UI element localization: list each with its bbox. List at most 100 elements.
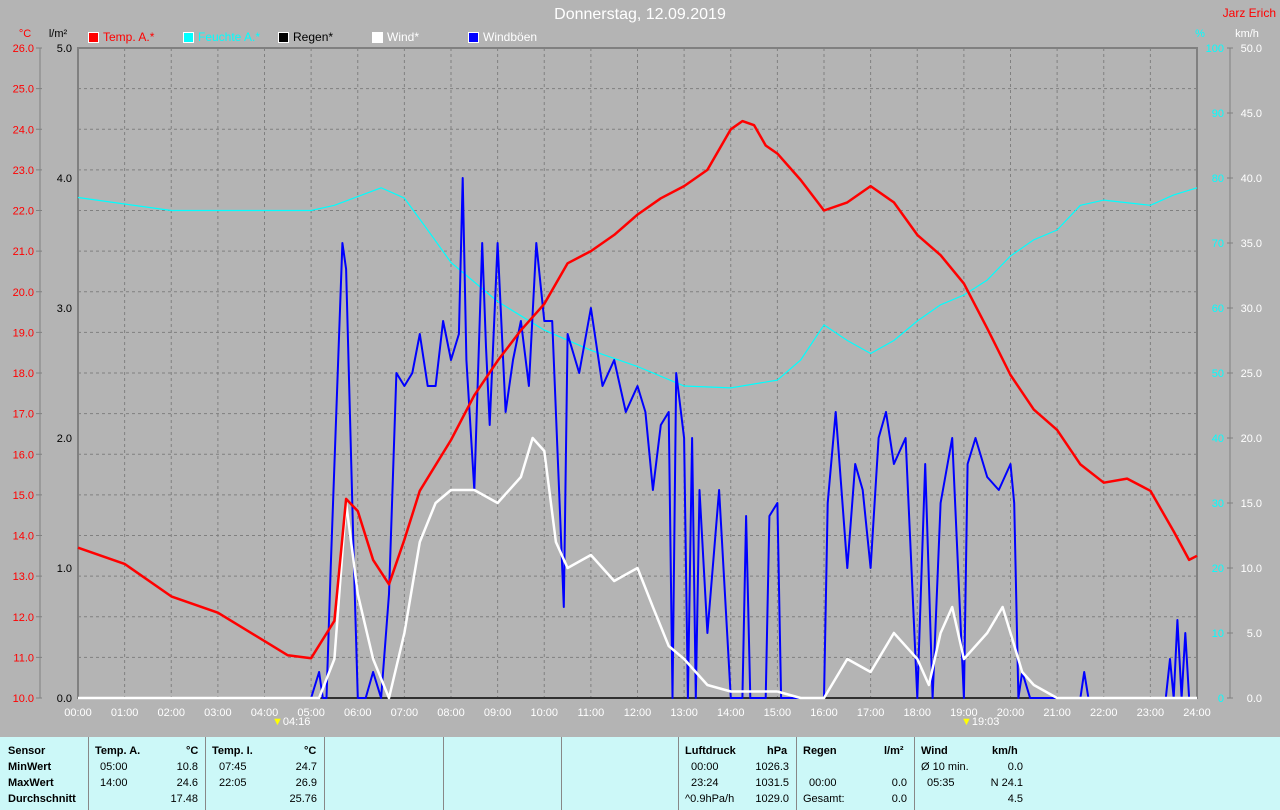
wind-tick-label: 10.0 (1241, 563, 1262, 575)
temp-tick-label: 20.0 (13, 287, 34, 299)
value: 1026.3 (755, 761, 789, 773)
humidity-unit: % (1195, 28, 1205, 40)
temp-tick-label: 18.0 (13, 368, 34, 380)
legend-swatch (183, 31, 194, 43)
temp-tick-label: 19.0 (13, 327, 34, 339)
unit: hPa (767, 745, 788, 757)
rain-tick-label: 4.0 (57, 173, 72, 185)
unit: km/h (992, 745, 1018, 757)
legend-swatch (88, 31, 99, 43)
wind-tick-label: 45.0 (1241, 108, 1262, 120)
x-tick-label: 21:00 (1043, 707, 1071, 719)
humidity-tick-label: 20 (1212, 563, 1224, 575)
temp-a-title: Temp. A. (95, 745, 141, 757)
x-tick-label: 06:00 (344, 707, 372, 719)
sunrise-marker: ▼04:16 (272, 716, 311, 728)
weather-chart: 00:00 01:00 02:00 03:00 04:00 05:00 06:00 07:00… (13, 28, 1262, 719)
temp-i-title: Temp. I. (212, 745, 253, 757)
legend-label: Temp. A.* (103, 30, 155, 44)
value: N 24.1 (990, 777, 1023, 789)
time: 14:00 (100, 777, 128, 789)
time: 22:05 (219, 777, 247, 789)
min-label: MinWert (8, 761, 52, 773)
humidity-tick-label: 100 (1206, 43, 1224, 55)
time: 05:35 (927, 777, 955, 789)
unit: l/m² (884, 745, 904, 757)
series-wind (78, 436, 1197, 700)
rain-tick-label: 2.0 (57, 433, 72, 445)
legend-temp: Temp. A.* (88, 30, 154, 44)
x-tick-label: 23:00 (1137, 707, 1165, 719)
x-tick-label: 01:00 (111, 707, 139, 719)
wind-tick-label: 15.0 (1241, 498, 1262, 510)
label: Ø 10 min. (921, 761, 969, 773)
x-tick-label: 04:00 (251, 707, 279, 719)
temp-tick-label: 10.0 (13, 693, 34, 705)
value: 1029.0 (755, 793, 789, 805)
humidity-tick-label: 80 (1212, 173, 1224, 185)
value: 0.0 (891, 777, 907, 789)
series-feuchte-a (77, 187, 1198, 389)
value: 0.0 (891, 793, 907, 805)
x-tick-label: 03:00 (204, 707, 232, 719)
temp-tick-label: 17.0 (13, 409, 34, 421)
x-tick-label: 00:00 (64, 707, 92, 719)
legend-label: Windböen (483, 30, 538, 44)
author-label: Jarz Erich (1222, 6, 1276, 20)
time: 07:45 (219, 761, 247, 773)
temp-tick-label: 26.0 (13, 43, 34, 55)
humidity-tick-label: 30 (1212, 498, 1224, 510)
unit: °C (304, 745, 317, 757)
value: 1031.5 (755, 777, 789, 789)
x-tick-label: 09:00 (484, 707, 512, 719)
humidity-tick-label: 40 (1212, 433, 1224, 445)
temp-tick-label: 23.0 (13, 165, 34, 177)
temp-tick-label: 15.0 (13, 490, 34, 502)
value: 10.8 (176, 761, 198, 773)
temp-tick-label: 24.0 (13, 124, 34, 136)
trend: ^0.9hPa/h (685, 793, 735, 805)
humidity-tick-label: 10 (1212, 628, 1224, 640)
humidity-tick-label: 90 (1212, 108, 1224, 120)
legend-swatch (468, 31, 479, 43)
value: 26.9 (295, 777, 317, 789)
wind-tick-label: 5.0 (1247, 628, 1262, 640)
value: 0.0 (1007, 761, 1023, 773)
humidity-tick-label: 0 (1218, 693, 1224, 705)
max-label: MaxWert (8, 777, 54, 789)
series-temp-a (77, 119, 1198, 660)
value: 4.5 (1007, 793, 1023, 805)
chart-title: Donnerstag, 12.09.2019 (554, 6, 726, 23)
legend-gusts: Windböen (468, 30, 537, 44)
x-tick-label: 16:00 (810, 707, 838, 719)
wind-tick-label: 50.0 (1241, 43, 1262, 55)
x-tick-label: 20:00 (997, 707, 1025, 719)
legend-humidity: Feuchte A.* (183, 30, 260, 44)
x-tick-label: 12:00 (624, 707, 652, 719)
wind-tick-label: 0.0 (1247, 693, 1262, 705)
wind-tick-label: 35.0 (1241, 238, 1262, 250)
legend-swatch (278, 31, 289, 43)
legend-wind: Wind* (372, 30, 419, 44)
temp-tick-label: 13.0 (13, 571, 34, 583)
x-tick-label: 18:00 (903, 707, 931, 719)
sensor-header: Sensor (8, 745, 46, 757)
rain-title: Regen (803, 745, 837, 757)
temp-tick-label: 22.0 (13, 206, 34, 218)
avg-label: Durchschnitt (8, 793, 76, 805)
temp-tick-label: 21.0 (13, 246, 34, 258)
humidity-tick-label: 70 (1212, 238, 1224, 250)
x-tick-label: 15:00 (764, 707, 792, 719)
pressure-title: Luftdruck (685, 745, 736, 757)
x-tick-label: 19:00 (950, 707, 978, 719)
humidity-tick-label: 50 (1212, 368, 1224, 380)
time: 00:00 (809, 777, 837, 789)
legend-swatch (372, 31, 383, 43)
temp-tick-label: 11.0 (13, 652, 34, 664)
legend-label: Regen* (293, 30, 334, 44)
humidity-tick-label: 60 (1212, 303, 1224, 315)
time: 00:00 (691, 761, 719, 773)
wind-unit: km/h (1235, 28, 1259, 40)
x-tick-label: 05:00 (297, 707, 325, 719)
series-windböen (78, 177, 1197, 699)
